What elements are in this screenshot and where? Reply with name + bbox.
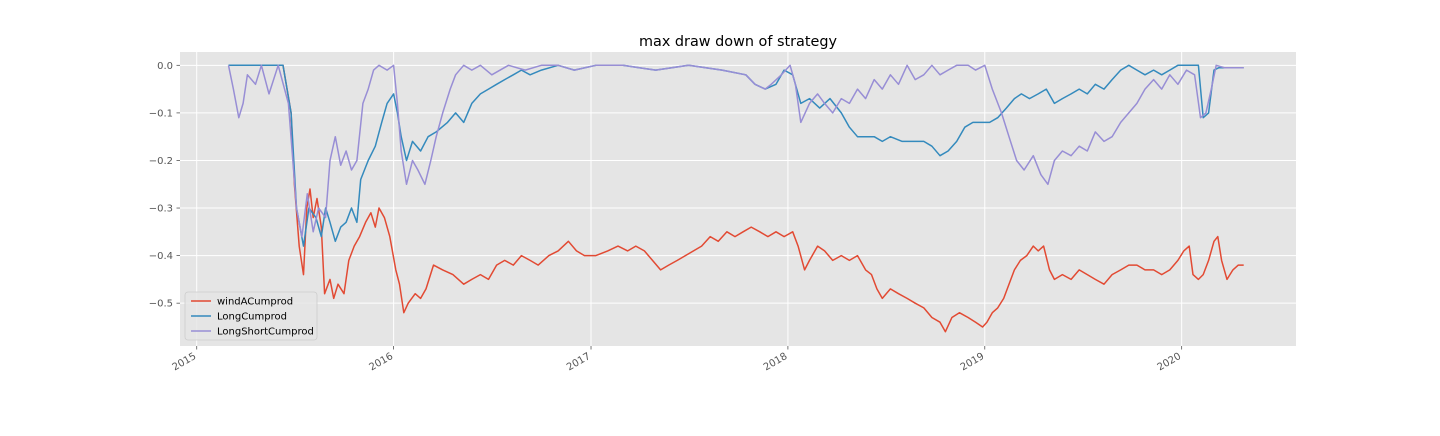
y-tick-label: 0.0 — [157, 61, 173, 72]
series-line-LongShortCumprod — [227, 64, 1244, 238]
legend-label-windACumprod: windACumprod — [217, 297, 293, 308]
legend-label-LongShortCumprod: LongShortCumprod — [217, 327, 314, 338]
legend: windACumprod LongCumprod LongShortCumpro… — [184, 291, 318, 341]
legend-box — [184, 291, 318, 341]
plot-area — [180, 52, 1296, 346]
y-tick-label: −0.2 — [149, 156, 173, 167]
gridlines — [180, 52, 1296, 346]
series-line-windACumprod — [228, 64, 1244, 333]
y-tick-label: −0.1 — [149, 108, 173, 119]
chart-title: max draw down of strategy — [639, 34, 837, 50]
y-tick-label: −0.3 — [149, 204, 173, 215]
y-tick-label: −0.4 — [149, 251, 173, 262]
series-lines — [227, 64, 1244, 333]
y-tick-label: −0.5 — [149, 299, 173, 310]
legend-label-LongCumprod: LongCumprod — [217, 312, 287, 323]
y-axis-ticks: 0.0 −0.1 −0.2 −0.3 −0.4 −0.5 — [149, 61, 180, 310]
